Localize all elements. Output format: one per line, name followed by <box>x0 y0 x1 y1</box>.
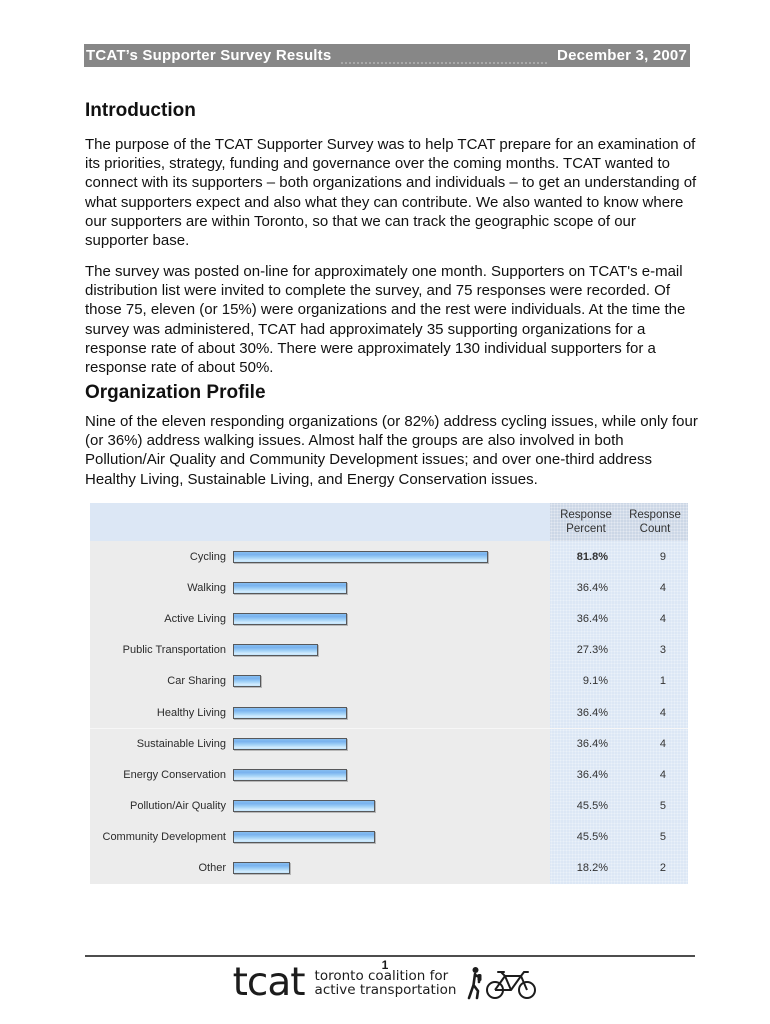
table-header-row: Response Percent Response Count <box>90 503 688 541</box>
intro-paragraph-1: The purpose of the TCAT Supporter Survey… <box>85 136 697 250</box>
count-value: 4 <box>622 572 688 604</box>
bar-track <box>233 541 550 573</box>
percent-value: 45.5% <box>550 790 622 822</box>
response-bar <box>233 581 347 594</box>
pedestrian-icon <box>468 967 482 1000</box>
percent-value: 36.4% <box>550 696 622 729</box>
count-value: 5 <box>622 821 688 853</box>
section-heading-introduction: Introduction <box>85 100 196 121</box>
percent-value: 36.4% <box>550 729 622 760</box>
logo-wordmark: tcat <box>232 960 306 1005</box>
date-label: December 3, 2007 <box>557 47 687 64</box>
bar-track <box>233 729 550 760</box>
column-header-response-percent: Response Percent <box>550 503 622 541</box>
table-row: Cycling 81.8% 9 <box>90 541 688 573</box>
table-row: Energy Conservation 36.4% 4 <box>90 759 688 791</box>
table-row: Car Sharing 9.1% 1 <box>90 665 688 697</box>
category-label: Other <box>90 852 233 885</box>
bar-track <box>233 634 550 666</box>
organization-profile-paragraph: Nine of the eleven responding organizati… <box>85 413 698 488</box>
percent-value: 18.2% <box>550 852 622 885</box>
bar-track <box>233 759 550 791</box>
page-title: TCAT’s Supporter Survey Results <box>86 47 332 64</box>
bar-track <box>233 665 550 697</box>
category-label: Energy Conservation <box>90 759 233 791</box>
logo-icons <box>466 966 537 1000</box>
percent-value: 9.1% <box>550 665 622 697</box>
response-bar <box>233 550 489 563</box>
category-label: Sustainable Living <box>90 729 233 760</box>
response-bar <box>233 706 347 719</box>
category-label: Active Living <box>90 603 233 635</box>
percent-value: 36.4% <box>550 759 622 791</box>
response-bar <box>233 675 262 688</box>
bar-track <box>233 852 550 885</box>
table-row: Healthy Living 36.4% 4 <box>90 696 688 729</box>
table-row: Active Living 36.4% 4 <box>90 603 688 635</box>
count-value: 4 <box>622 603 688 635</box>
intro-paragraph-2: The survey was posted on-line for approx… <box>85 263 686 377</box>
tcat-logo: tcat toronto coalition for active transp… <box>0 960 770 1005</box>
category-label: Car Sharing <box>90 665 233 697</box>
count-value: 4 <box>622 696 688 729</box>
bar-track <box>233 603 550 635</box>
count-value: 4 <box>622 729 688 760</box>
bar-track <box>233 696 550 729</box>
count-value: 5 <box>622 790 688 822</box>
table-row: Pollution/Air Quality 45.5% 5 <box>90 790 688 822</box>
response-bar <box>233 768 347 781</box>
logo-tagline-line2: active transportation <box>314 982 457 998</box>
category-label: Walking <box>90 572 233 604</box>
survey-results-table: Response Percent Response Count Cycling … <box>90 503 688 885</box>
count-value: 3 <box>622 634 688 666</box>
tab-leader-dots <box>341 54 548 64</box>
table-row: Other 18.2% 2 <box>90 852 688 885</box>
table-row: Sustainable Living 36.4% 4 <box>90 728 688 760</box>
table-row: Walking 36.4% 4 <box>90 572 688 604</box>
count-value: 1 <box>622 665 688 697</box>
column-header-response-count: Response Count <box>622 503 688 541</box>
table-header-spacer <box>90 503 550 541</box>
response-bar <box>233 738 347 751</box>
table-row: Public Transportation 27.3% 3 <box>90 634 688 666</box>
percent-value: 27.3% <box>550 634 622 666</box>
logo-tagline: toronto coalition for active transportat… <box>314 967 457 998</box>
category-label: Cycling <box>90 541 233 573</box>
category-label: Healthy Living <box>90 696 233 729</box>
table-row: Community Development 45.5% 5 <box>90 821 688 853</box>
logo-tagline-line1: toronto coalition for <box>314 967 449 984</box>
section-heading-organization-profile: Organization Profile <box>85 382 266 403</box>
count-value: 4 <box>622 759 688 791</box>
count-value: 9 <box>622 541 688 573</box>
response-bar <box>233 612 347 625</box>
page-number: 1 <box>381 958 389 972</box>
chart-rows: Cycling 81.8% 9 Walking 36.4% 4 Active L… <box>90 541 688 885</box>
response-bar <box>233 862 290 875</box>
document-title-bar: TCAT’s Supporter Survey Results December… <box>84 44 690 67</box>
percent-value: 36.4% <box>550 572 622 604</box>
response-bar <box>233 644 319 657</box>
response-bar <box>233 831 375 844</box>
bar-track <box>233 821 550 853</box>
bar-track <box>233 790 550 822</box>
percent-value: 36.4% <box>550 603 622 635</box>
percent-value: 81.8% <box>550 541 622 573</box>
percent-value: 45.5% <box>550 821 622 853</box>
footer-divider <box>85 955 695 957</box>
category-label: Public Transportation <box>90 634 233 666</box>
bar-track <box>233 572 550 604</box>
category-label: Community Development <box>90 821 233 853</box>
bicycle-icon <box>486 971 537 999</box>
count-value: 2 <box>622 852 688 885</box>
response-bar <box>233 800 375 813</box>
category-label: Pollution/Air Quality <box>90 790 233 822</box>
